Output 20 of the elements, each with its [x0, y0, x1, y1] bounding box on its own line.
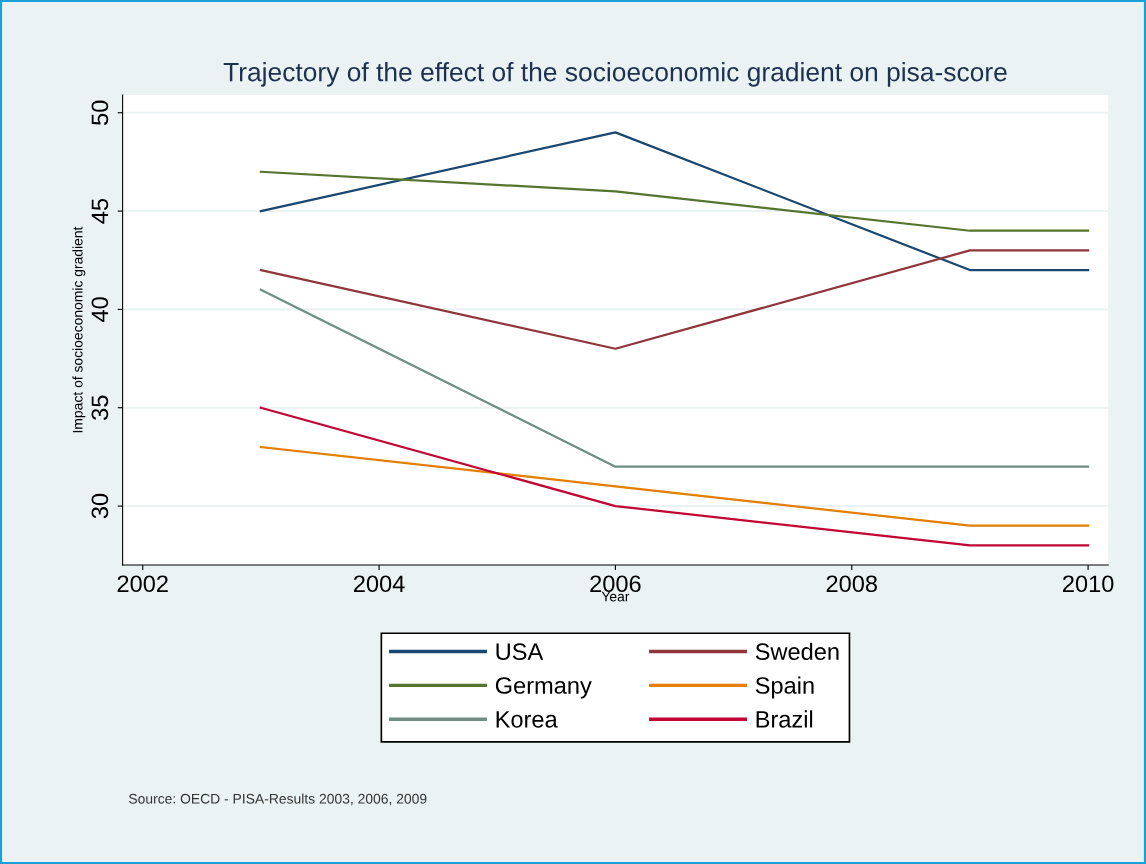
y-tick-label: 35 [91, 395, 109, 420]
legend-label: Spain [755, 676, 814, 699]
x-tick-label: 2006 [590, 575, 641, 593]
legend-label: USA [496, 643, 544, 661]
legend-label: Korea [496, 711, 558, 728]
y-axis-title: Impact of socioeconomic gradient [72, 226, 86, 433]
x-tick-label: 2010 [1063, 575, 1114, 593]
x-axis-title: Year [601, 591, 630, 602]
source-note: Source: OECD - PISA-Results 2003, 2006, 2009 [128, 793, 427, 806]
y-tick-label: 45 [91, 198, 109, 224]
x-tick-label: 2008 [826, 575, 877, 593]
x-tick-label: 2002 [117, 575, 168, 593]
legend-label: Sweden [755, 642, 839, 661]
chart-title: Trajectory of the effect of the socioeconomic gradient on pisa-score [223, 62, 1007, 87]
legend-label: Brazil [756, 710, 813, 728]
y-tick-label: 40 [91, 297, 109, 322]
legend-label: Germany [495, 677, 592, 699]
y-tick-label: 50 [91, 100, 109, 125]
x-tick-label: 2004 [353, 575, 405, 593]
y-tick-label: 30 [91, 493, 109, 519]
